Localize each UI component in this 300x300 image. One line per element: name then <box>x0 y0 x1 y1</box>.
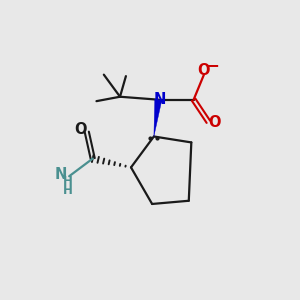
Text: H: H <box>63 175 73 188</box>
Text: N: N <box>55 167 67 182</box>
Text: O: O <box>208 115 220 130</box>
Text: H: H <box>63 184 73 197</box>
Text: −: − <box>205 56 219 74</box>
Text: O: O <box>74 122 87 136</box>
Text: N: N <box>154 92 166 107</box>
Polygon shape <box>154 99 162 136</box>
Text: O: O <box>198 63 210 78</box>
